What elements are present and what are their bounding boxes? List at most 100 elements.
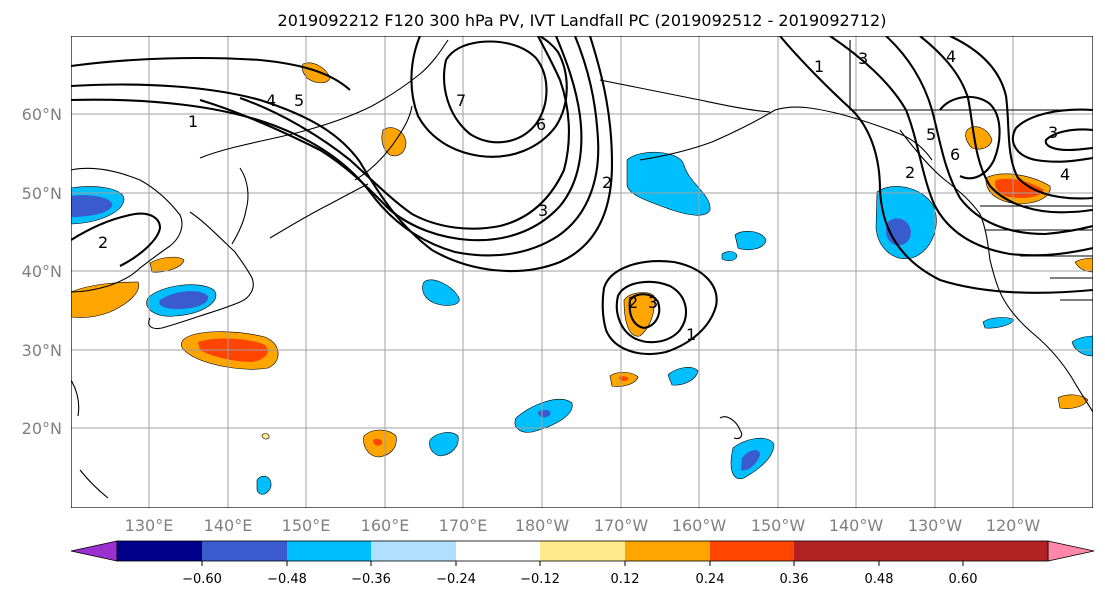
map-panel: 1 2 3 4 5 6 7 1 2 3 4 5 6 2 3 4 3 2 1 bbox=[71, 36, 1093, 508]
contour-label: 3 bbox=[1048, 123, 1058, 142]
colorbar-segment bbox=[794, 541, 879, 561]
contour-line bbox=[1011, 108, 1093, 163]
colorbar-ticks bbox=[201, 561, 964, 566]
coast-kurils bbox=[269, 183, 369, 239]
longitude-labels: 130°E 140°E 150°E 160°E 170°E 180°W 170°… bbox=[125, 516, 1041, 535]
lon-label: 140°E bbox=[204, 516, 253, 535]
colorbar-segment bbox=[540, 541, 625, 561]
pos-anomaly-cyclone bbox=[623, 292, 655, 337]
coastlines bbox=[71, 39, 1093, 499]
contour-line bbox=[615, 280, 688, 344]
contour-label: 3 bbox=[648, 293, 658, 312]
lon-label: 130°W bbox=[908, 516, 963, 535]
neg-anomaly-gulf-alaska-core bbox=[885, 218, 911, 246]
colorbar-tick-label: −0.24 bbox=[436, 572, 476, 587]
colorbar: −0.60 −0.48 −0.36 −0.24 −0.12 0.12 0.24 … bbox=[70, 540, 1095, 587]
coast-north-america bbox=[899, 129, 1093, 413]
figure-title: 2019092212 F120 300 hPa PV, IVT Landfall… bbox=[278, 11, 887, 30]
shaded-anomalies bbox=[71, 62, 1093, 495]
lon-label: 140°W bbox=[829, 516, 884, 535]
contour-line bbox=[71, 212, 162, 267]
lon-label: 130°E bbox=[125, 516, 174, 535]
contour-label: 2 bbox=[628, 293, 638, 312]
contour-line bbox=[601, 260, 718, 355]
colorbar-tick-label: −0.36 bbox=[351, 572, 391, 587]
contour-label: 4 bbox=[266, 91, 276, 110]
lon-label: 160°W bbox=[672, 516, 727, 535]
colorbar-tick-label: 0.36 bbox=[780, 572, 809, 587]
pos-anomaly-tiny bbox=[261, 433, 270, 440]
coast-hawaii bbox=[719, 416, 743, 440]
neg-anomaly-west-core bbox=[71, 195, 113, 217]
pos-anomaly-small-1 bbox=[149, 256, 185, 273]
lon-label: 160°E bbox=[361, 516, 410, 535]
contour-line bbox=[1044, 128, 1093, 152]
contour-label: 6 bbox=[536, 115, 546, 134]
contour-label: 3 bbox=[538, 201, 548, 220]
contour-line bbox=[919, 36, 1093, 214]
colorbar-segment bbox=[456, 541, 540, 561]
contour-label: 4 bbox=[946, 47, 956, 66]
lon-label: 170°W bbox=[594, 516, 649, 535]
coast-japan bbox=[148, 211, 254, 330]
border-states bbox=[980, 205, 1093, 301]
contour-line bbox=[628, 293, 661, 330]
coast-siberia bbox=[199, 39, 449, 159]
contour-label: 2 bbox=[905, 163, 915, 182]
contour-label: 2 bbox=[98, 233, 108, 252]
lon-label: 170°E bbox=[439, 516, 488, 535]
latitude-labels: 60°N 50°N 40°N 30°N 20°N bbox=[22, 105, 62, 438]
colorbar-tick-label: −0.12 bbox=[520, 572, 560, 587]
contour-label: 2 bbox=[602, 173, 612, 192]
contour-label: 3 bbox=[858, 49, 868, 68]
colorbar-tick-label: 0.12 bbox=[611, 572, 640, 587]
lat-label: 20°N bbox=[22, 419, 62, 438]
coast-sw-islands bbox=[71, 379, 109, 499]
colorbar-segment bbox=[117, 541, 202, 561]
coast-alaska-north bbox=[599, 79, 771, 113]
contour-line bbox=[199, 36, 583, 242]
lon-label: 180°W bbox=[515, 516, 570, 535]
coast-sakhalin bbox=[231, 167, 249, 245]
neg-anomaly-small-2 bbox=[721, 251, 738, 261]
contours bbox=[71, 36, 1093, 355]
neg-anomaly-small-1 bbox=[734, 231, 767, 251]
contour-line bbox=[949, 36, 1093, 200]
colorbar-extend-low bbox=[70, 540, 118, 562]
neg-anomaly-mid bbox=[422, 279, 460, 306]
lat-label: 30°N bbox=[22, 341, 62, 360]
colorbar-tick-label: 0.60 bbox=[949, 572, 978, 587]
colorbar-segment bbox=[371, 541, 456, 561]
neg-anomaly-sw-3 bbox=[429, 432, 459, 457]
contour-label: 1 bbox=[814, 57, 824, 76]
lon-label: 150°E bbox=[282, 516, 331, 535]
coast-asia bbox=[71, 167, 183, 293]
border-canada bbox=[849, 40, 1093, 111]
colorbar-frame bbox=[116, 540, 1049, 562]
neg-anomaly-small-4 bbox=[982, 317, 1015, 329]
neg-anomaly-small-3 bbox=[256, 475, 272, 495]
contour-line bbox=[885, 36, 1093, 236]
contour-label: 7 bbox=[456, 91, 466, 110]
colorbar-tick-label: 0.24 bbox=[696, 572, 725, 587]
contour-line bbox=[939, 95, 1001, 180]
pos-anomaly-small-4 bbox=[1074, 257, 1093, 273]
contour-line bbox=[829, 36, 1093, 257]
colorbar-segment bbox=[202, 541, 287, 561]
coast-kamchatka bbox=[354, 105, 413, 181]
colorbar-tick-label: −0.60 bbox=[182, 572, 222, 587]
pos-anomaly-sw-core bbox=[373, 438, 383, 446]
lat-label: 50°N bbox=[22, 184, 62, 203]
colorbar-segment bbox=[879, 541, 963, 561]
contour-label: 5 bbox=[294, 91, 304, 110]
lon-label: 120°W bbox=[986, 516, 1041, 535]
lat-label: 40°N bbox=[22, 262, 62, 281]
colorbar-tick-label: 0.48 bbox=[865, 572, 894, 587]
pos-anomaly-bc bbox=[965, 126, 993, 150]
pos-anomaly-small-3 bbox=[1057, 394, 1089, 409]
lon-label: 150°W bbox=[751, 516, 806, 535]
colorbar-segment bbox=[963, 541, 1048, 561]
contour-label: 1 bbox=[188, 112, 198, 131]
colorbar-segment bbox=[710, 541, 794, 561]
